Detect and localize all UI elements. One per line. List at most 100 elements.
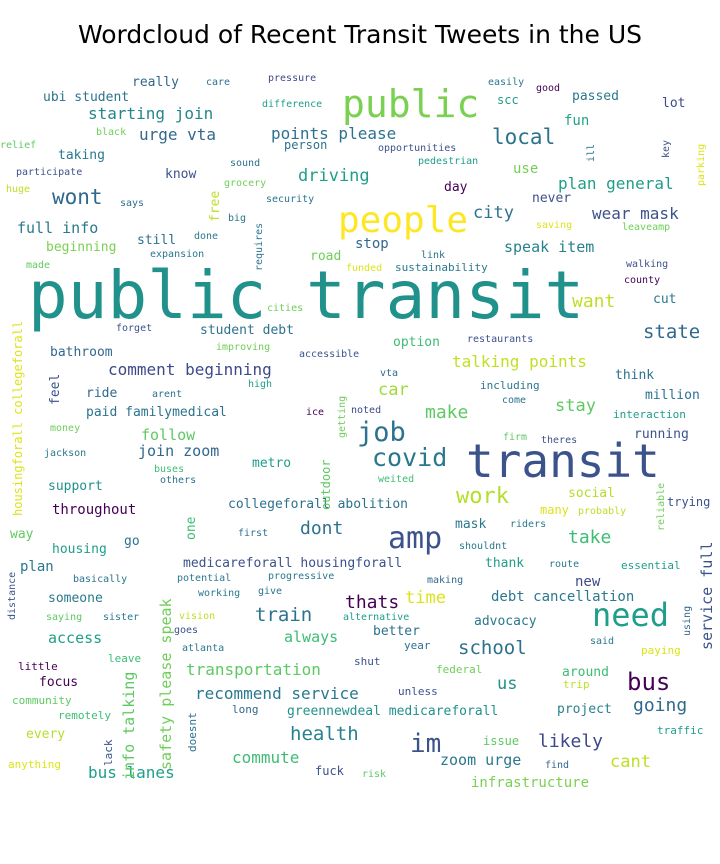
word-make: make bbox=[425, 402, 468, 423]
word-care: care bbox=[206, 77, 230, 88]
word-option: option bbox=[393, 335, 440, 350]
word-participate: participate bbox=[16, 167, 82, 178]
word-jackson: jackson bbox=[44, 448, 86, 459]
word-always: always bbox=[284, 628, 338, 646]
word-plan-general: plan general bbox=[558, 174, 674, 193]
word-opportunities: opportunities bbox=[378, 143, 456, 154]
word-shouldnt: shouldnt bbox=[459, 541, 507, 552]
word-pedestrian: pedestrian bbox=[418, 156, 478, 167]
word-federal: federal bbox=[436, 663, 482, 676]
word-transit: transit bbox=[466, 434, 660, 488]
word-risk: risk bbox=[362, 769, 386, 780]
word-local: local bbox=[492, 125, 555, 149]
word-metro: metro bbox=[252, 456, 291, 471]
word-grocery: grocery bbox=[224, 178, 266, 189]
word-full-info: full info bbox=[17, 219, 98, 237]
word-advocacy: advocacy bbox=[474, 614, 537, 629]
word-working: working bbox=[198, 588, 240, 599]
word-year: year bbox=[404, 639, 431, 652]
word-road: road bbox=[310, 249, 341, 264]
word-said: said bbox=[590, 636, 614, 647]
word-basically: basically bbox=[73, 574, 127, 585]
word-alternative: alternative bbox=[343, 612, 409, 623]
word-give: give bbox=[258, 586, 282, 597]
word-lot: lot bbox=[662, 96, 685, 111]
word-high: high bbox=[248, 379, 272, 390]
word-difference: difference bbox=[262, 99, 322, 110]
word-need: need bbox=[592, 596, 669, 634]
word-amp: amp bbox=[388, 521, 442, 556]
word-essential: essential bbox=[621, 559, 681, 572]
word-expansion: expansion bbox=[150, 249, 204, 260]
word-probably: probably bbox=[578, 506, 626, 517]
word-noted: noted bbox=[351, 405, 381, 416]
word-school: school bbox=[458, 637, 527, 659]
word-distance: distance bbox=[7, 572, 18, 620]
word-sister: sister bbox=[103, 612, 139, 623]
word-feel: feel bbox=[48, 374, 63, 405]
word-county: county bbox=[624, 275, 660, 286]
word-really: really bbox=[132, 75, 179, 90]
word-wont: wont bbox=[52, 185, 103, 209]
word-buses: buses bbox=[154, 464, 184, 475]
word-state: state bbox=[643, 321, 700, 343]
word-ride: ride bbox=[86, 386, 117, 401]
word-infrastructure: infrastructure bbox=[471, 775, 589, 791]
word-walking: walking bbox=[626, 259, 668, 270]
word-saving: saving bbox=[536, 220, 572, 231]
word-improving: improving bbox=[216, 342, 270, 353]
word-new: new bbox=[575, 574, 601, 590]
word-dont: dont bbox=[300, 518, 343, 539]
word-restaurants: restaurants bbox=[467, 334, 533, 345]
word-pressure: pressure bbox=[268, 73, 316, 84]
word-talking-points: talking points bbox=[452, 352, 587, 371]
word-good: good bbox=[536, 83, 560, 94]
word-traffic: traffic bbox=[657, 724, 703, 737]
word-theres: theres bbox=[541, 435, 577, 446]
word-one: one bbox=[184, 516, 199, 540]
word-person: person bbox=[284, 138, 327, 152]
word-housing: housing bbox=[52, 542, 107, 557]
word-commute: commute bbox=[232, 748, 299, 767]
word-around: around bbox=[562, 665, 609, 680]
word-arent: arent bbox=[152, 389, 182, 400]
word-goes: goes bbox=[174, 625, 198, 636]
word-interaction: interaction bbox=[613, 408, 686, 421]
word-trying: trying bbox=[667, 495, 710, 509]
word-plan: plan bbox=[20, 559, 54, 575]
word-mask: mask bbox=[455, 517, 486, 532]
word-thank: thank bbox=[485, 556, 524, 571]
word-anything: anything bbox=[8, 758, 61, 771]
word-parking: parking bbox=[696, 144, 707, 186]
word-issue: issue bbox=[483, 734, 519, 748]
word-sound: sound bbox=[230, 158, 260, 169]
word-transportation: transportation bbox=[186, 660, 321, 679]
word-starting-join: starting join bbox=[88, 104, 213, 123]
word-cities: cities bbox=[267, 303, 303, 314]
word-reliable: reliable bbox=[656, 483, 667, 531]
word-access: access bbox=[48, 629, 102, 647]
word-debt-cancellation: debt cancellation bbox=[491, 589, 634, 605]
word-shut: shut bbox=[354, 655, 381, 668]
word-fun: fun bbox=[564, 113, 589, 129]
word-throughout: throughout bbox=[52, 502, 136, 518]
word-sustainability: sustainability bbox=[395, 261, 488, 274]
word-bathroom: bathroom bbox=[50, 345, 113, 360]
word-train: train bbox=[255, 604, 312, 626]
word-paid-familymedical: paid familymedical bbox=[86, 405, 227, 420]
word-using: using bbox=[682, 606, 693, 636]
word-stay: stay bbox=[555, 396, 596, 416]
word-community: community bbox=[12, 694, 72, 707]
word-support: support bbox=[48, 479, 103, 494]
word-made: made bbox=[26, 260, 50, 271]
word-forget: forget bbox=[116, 323, 152, 334]
word-free: free bbox=[208, 191, 223, 222]
word-better: better bbox=[373, 624, 420, 639]
word-public-transit: public transit bbox=[28, 257, 584, 334]
word-way: way bbox=[10, 527, 34, 542]
word-vision: vision bbox=[179, 611, 215, 622]
word-public: public bbox=[342, 82, 479, 126]
word-collegeforall-abolition: collegeforall abolition bbox=[228, 497, 408, 512]
word-thats: thats bbox=[345, 592, 399, 613]
word-someone: someone bbox=[48, 591, 103, 606]
